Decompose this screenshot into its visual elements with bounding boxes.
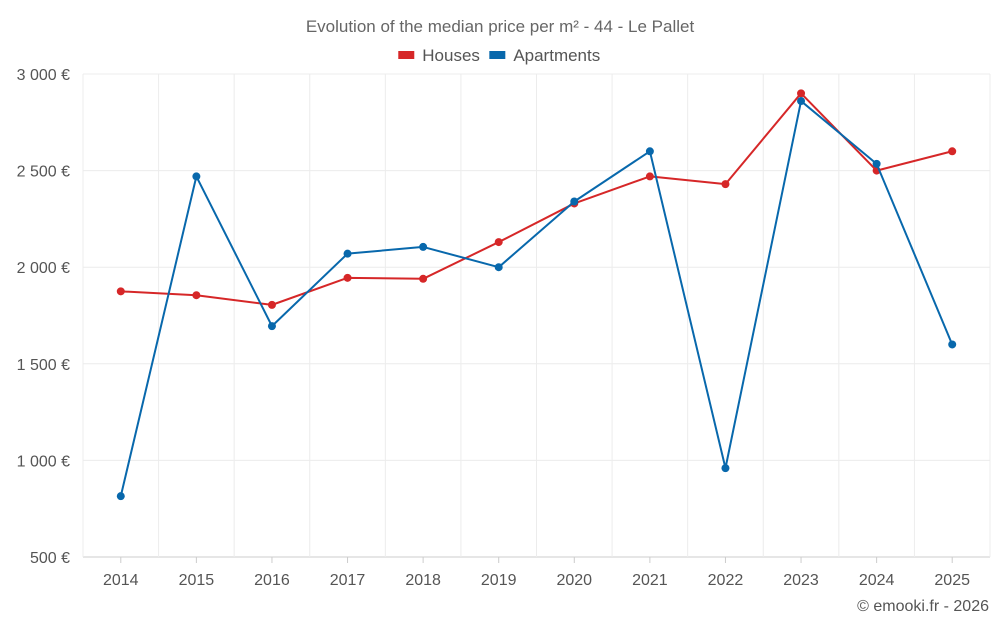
axes: 500 € 1 000 € 1 500 € 2 000 € 2 500 € 3 000 €… xyxy=(17,67,970,589)
data-point-houses xyxy=(419,274,428,283)
data-point-houses xyxy=(721,180,730,189)
x-tick-label: 2020 xyxy=(556,572,592,589)
data-point-apartments xyxy=(872,159,881,168)
copyright-text: © emooki.fr - 2026 xyxy=(857,598,989,615)
x-tick-label: 2017 xyxy=(330,572,366,589)
data-point-apartments xyxy=(267,322,276,331)
x-tick-label: 2022 xyxy=(708,572,744,589)
series-layer xyxy=(116,89,957,501)
data-point-apartments xyxy=(494,263,503,272)
data-point-apartments xyxy=(419,242,428,251)
y-tick-label: 1 500 € xyxy=(17,357,70,374)
data-point-houses xyxy=(494,238,503,247)
x-tick-label: 2021 xyxy=(632,572,668,589)
data-point-houses xyxy=(116,287,125,296)
legend-label-houses: Houses xyxy=(422,46,480,65)
x-tick-label: 2018 xyxy=(405,572,441,589)
data-point-apartments xyxy=(192,172,201,181)
legend-swatch-apartments xyxy=(489,51,506,59)
grid xyxy=(82,73,991,558)
data-point-houses xyxy=(645,172,654,181)
legend-item-apartments[interactable]: Apartments xyxy=(489,46,600,65)
data-point-apartments xyxy=(948,340,957,349)
data-point-apartments xyxy=(570,197,579,206)
data-point-apartments xyxy=(116,492,125,501)
y-tick-label: 500 € xyxy=(30,550,70,567)
x-tick-label: 2014 xyxy=(103,572,139,589)
x-tick-label: 2023 xyxy=(783,572,819,589)
legend-item-houses[interactable]: Houses xyxy=(398,46,480,65)
y-tick-label: 2 500 € xyxy=(17,164,70,181)
data-point-apartments xyxy=(797,97,806,106)
data-point-apartments xyxy=(343,249,352,258)
data-point-apartments xyxy=(645,147,654,156)
legend-swatch-houses xyxy=(398,51,415,59)
series-line-apartments xyxy=(119,100,954,497)
data-point-houses xyxy=(267,300,276,309)
y-tick-label: 1 000 € xyxy=(17,453,70,470)
x-tick-label: 2019 xyxy=(481,572,517,589)
x-tick-label: 2016 xyxy=(254,572,290,589)
legend-label-apartments: Apartments xyxy=(513,46,600,65)
y-tick-label: 3 000 € xyxy=(17,67,70,84)
x-tick-label: 2025 xyxy=(934,572,970,589)
x-tick-label: 2024 xyxy=(859,572,895,589)
y-tick-label: 2 000 € xyxy=(17,260,70,277)
x-tick-label: 2015 xyxy=(179,572,215,589)
data-point-houses xyxy=(343,273,352,282)
data-point-houses xyxy=(192,291,201,300)
data-point-apartments xyxy=(721,464,730,473)
legend: Houses Apartments xyxy=(398,46,600,65)
data-point-houses xyxy=(797,89,806,98)
chart-title: Evolution of the median price per m² - 4… xyxy=(306,17,695,36)
data-point-houses xyxy=(948,147,957,156)
